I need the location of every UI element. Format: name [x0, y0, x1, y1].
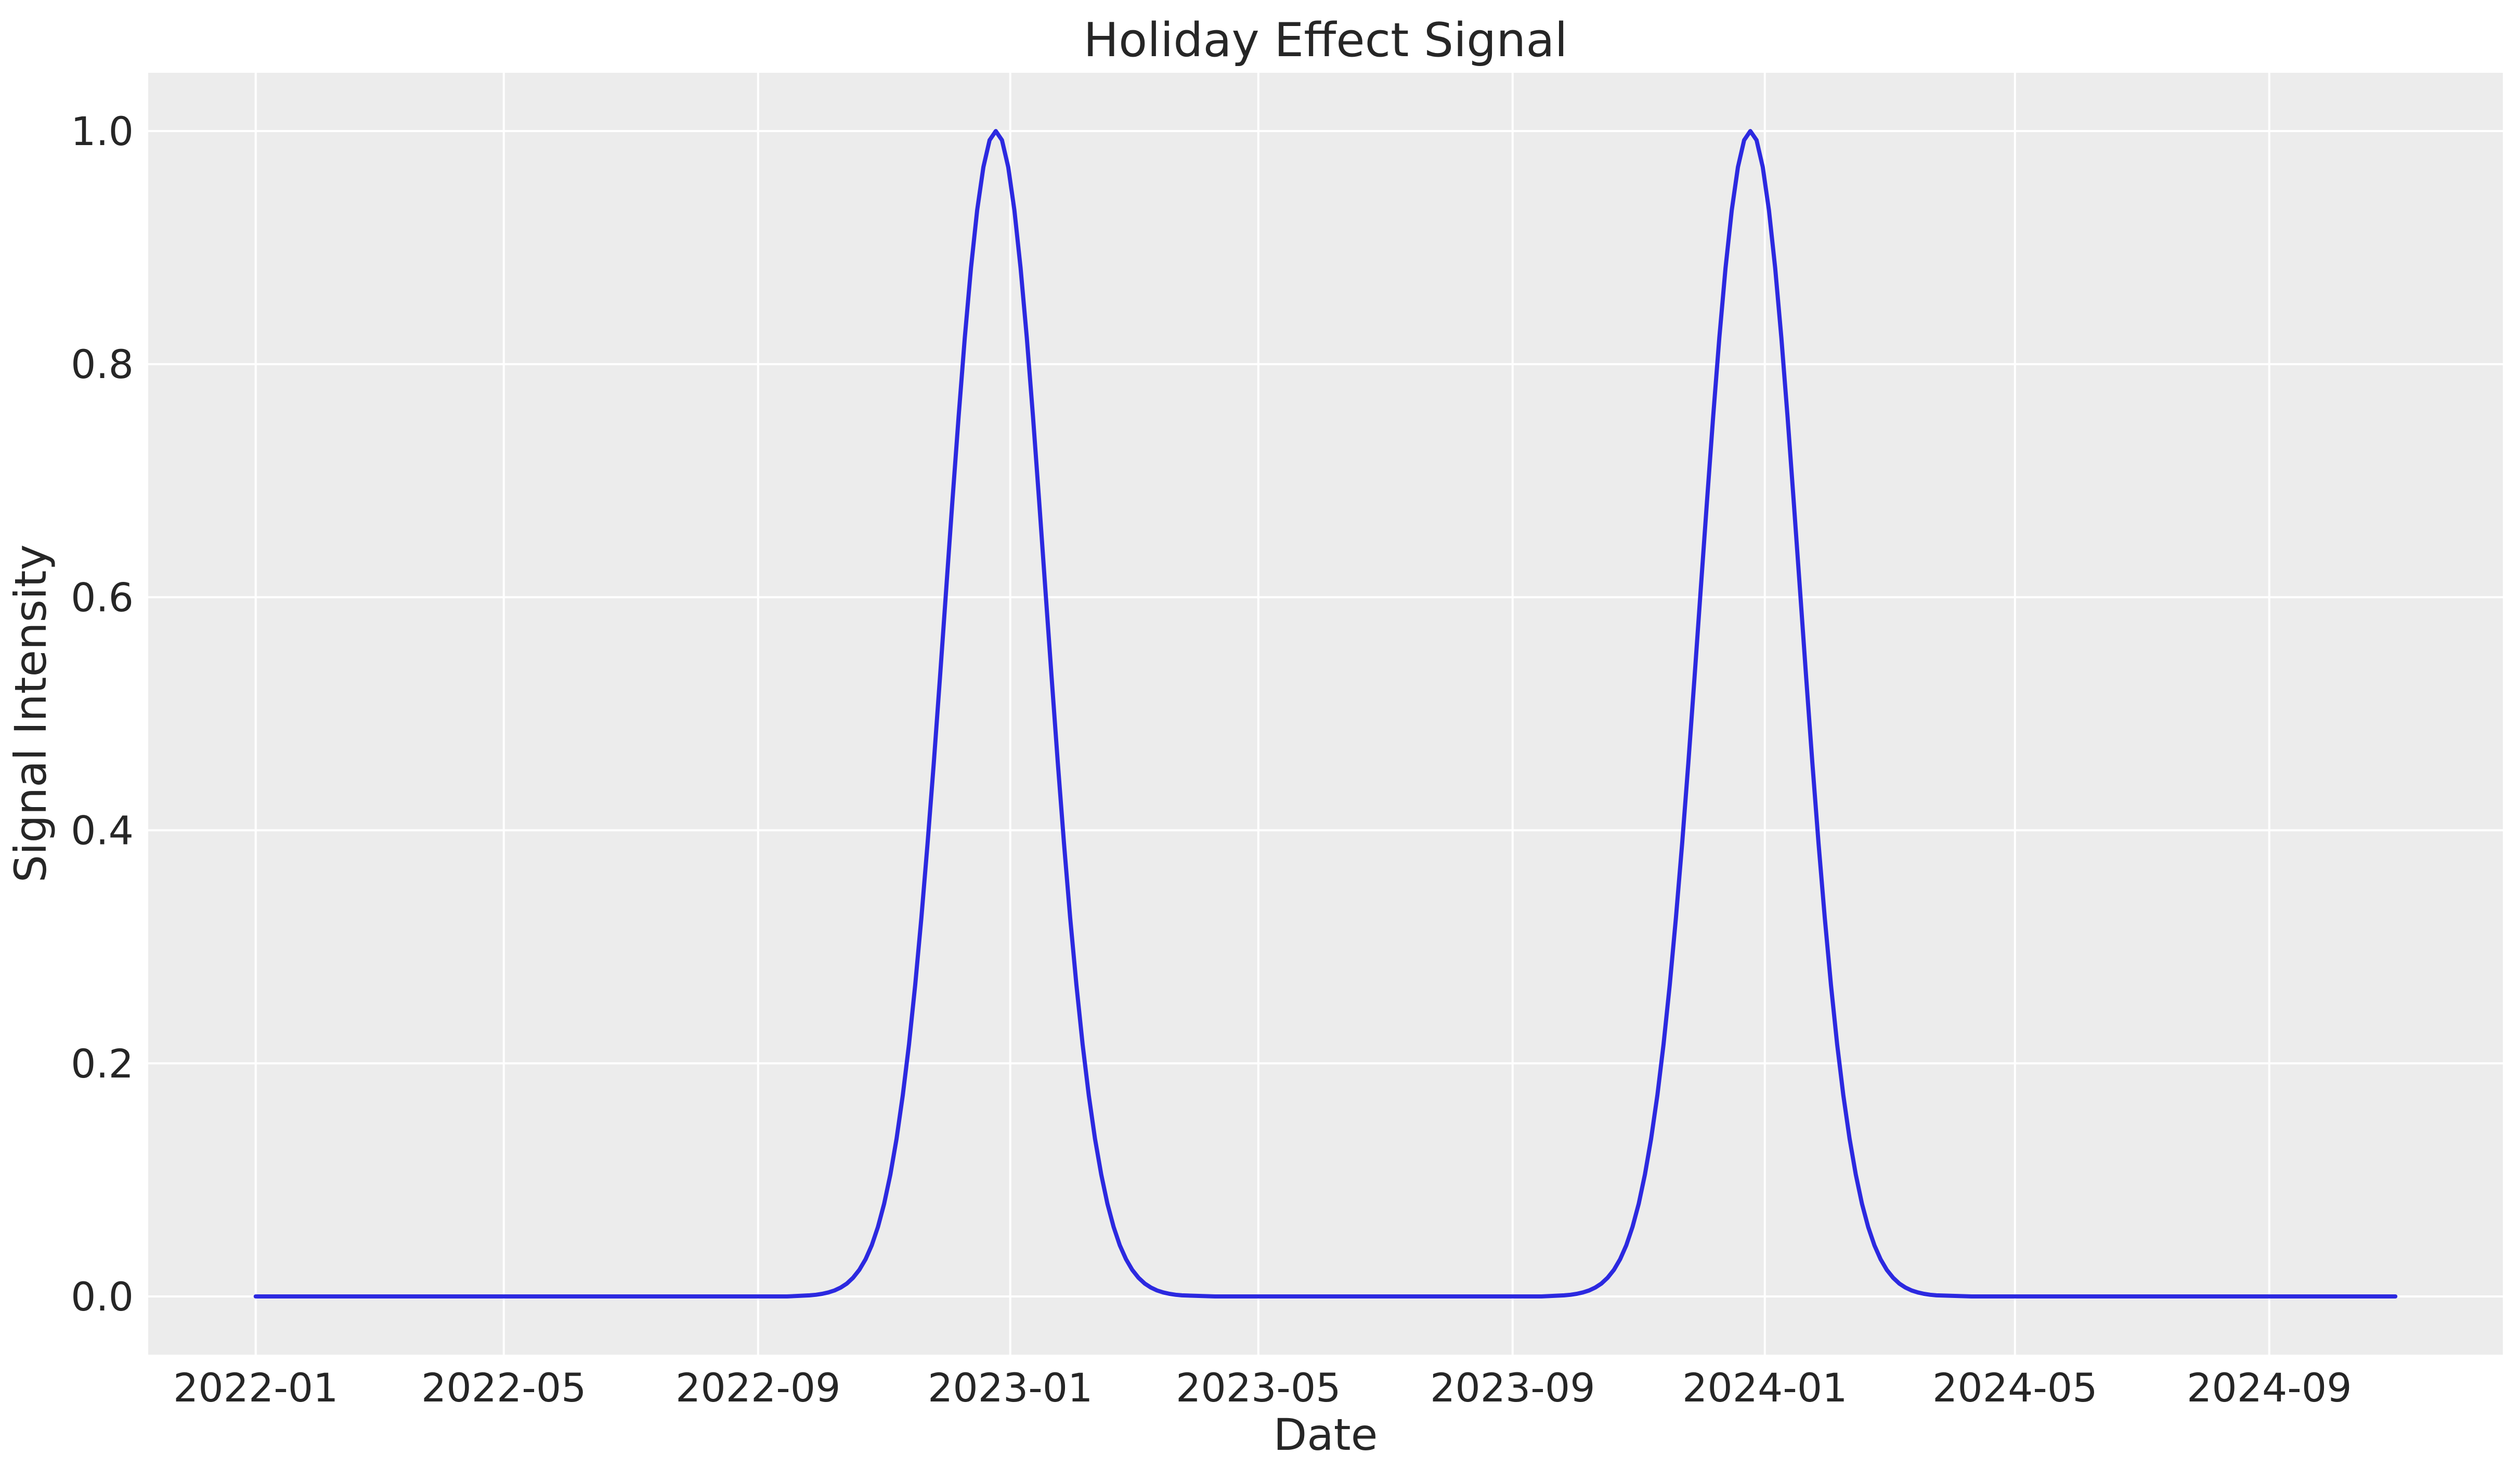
- x-tick-labels: 2022-01 2022-05 2022-09 2023-01 2023-05 2023-…: [173, 1365, 2352, 1411]
- y-tick-label: 0.0: [71, 1274, 134, 1320]
- y-tick-labels: 0.0 0.2 0.4 0.6 0.8 1.0: [71, 108, 134, 1320]
- x-tick-label: 2023-09: [1430, 1365, 1595, 1411]
- x-tick-label: 2022-01: [173, 1365, 339, 1411]
- x-tick-label: 2022-09: [676, 1365, 841, 1411]
- y-tick-label: 0.6: [71, 574, 134, 620]
- x-tick-label: 2024-01: [1682, 1365, 1848, 1411]
- x-tick-label: 2023-01: [928, 1365, 1093, 1411]
- x-tick-label: 2023-05: [1176, 1365, 1341, 1411]
- y-tick-label: 0.8: [71, 341, 134, 387]
- y-tick-label: 0.2: [71, 1041, 134, 1087]
- plot-background: [148, 73, 2503, 1355]
- y-tick-label: 1.0: [71, 108, 134, 154]
- series-lines: [253, 129, 2398, 1299]
- chart-title: Holiday Effect Signal: [1084, 13, 1568, 68]
- y-axis-label: Signal Intensity: [5, 544, 56, 882]
- x-tick-label: 2024-09: [2187, 1365, 2352, 1411]
- x-tick-label: 2022-05: [421, 1365, 587, 1411]
- y-tick-label: 0.4: [71, 808, 134, 854]
- x-tick-label: 2024-05: [1932, 1365, 2098, 1411]
- x-axis-label: Date: [1274, 1409, 1378, 1460]
- series-line-holiday_signal: [253, 129, 2398, 1299]
